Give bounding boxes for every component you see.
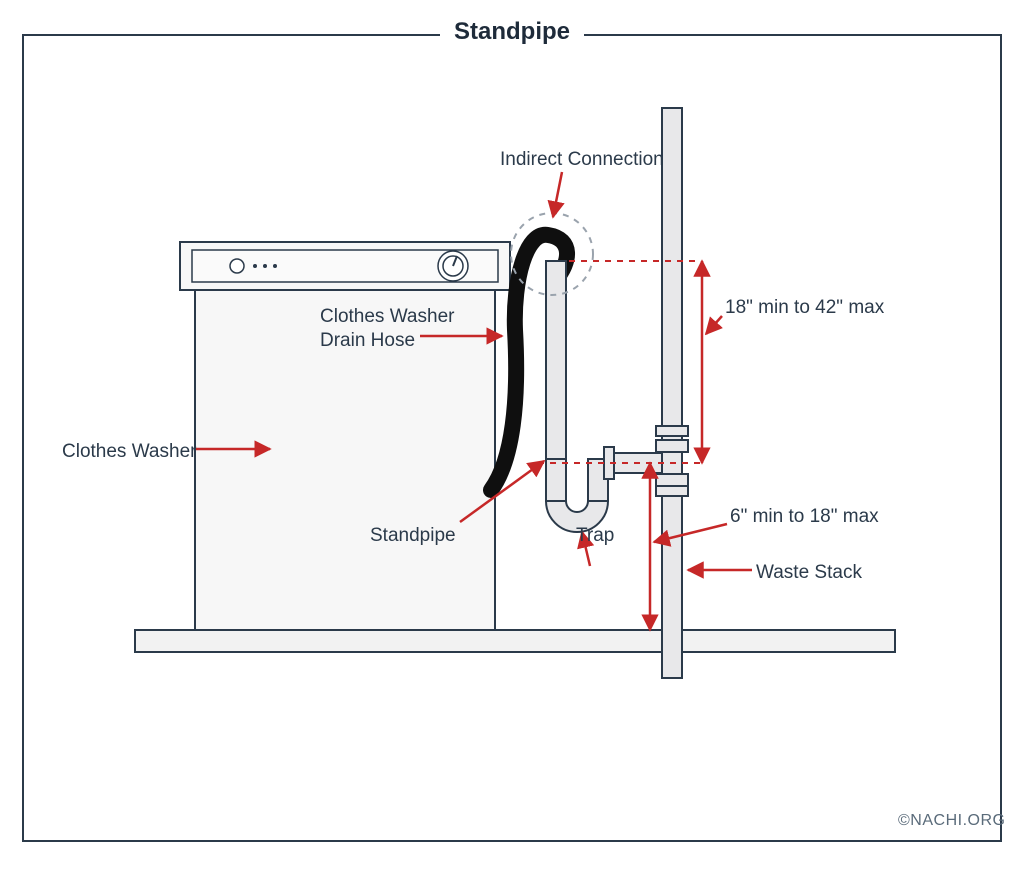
label-standpipe: Standpipe — [370, 524, 456, 548]
title-wrap: Standpipe — [0, 18, 1024, 46]
arrow-indirect-connection — [553, 172, 562, 217]
stack-coupling-upper — [656, 426, 688, 436]
floor-slab — [135, 630, 895, 652]
label-clothes-washer: Clothes Washer — [62, 440, 196, 464]
label-trap: Trap — [576, 524, 614, 548]
stack-tee-bottom — [656, 474, 688, 486]
arrow-height-upper-leader — [706, 316, 722, 334]
label-indirect-connection: Indirect Connection — [500, 148, 664, 172]
label-drain-hose-line2: Drain Hose — [320, 330, 415, 351]
label-drain-hose: Clothes Washer Drain Hose — [320, 305, 454, 353]
diagram-canvas: Standpipe Indirect Connection Clothes Wa… — [0, 0, 1024, 878]
credit-text: ©NACHI.ORG — [898, 812, 1005, 830]
diagram-svg — [0, 0, 1024, 878]
label-drain-hose-line1: Clothes Washer — [320, 306, 454, 327]
standpipe-pipe — [546, 261, 566, 459]
waste-stack-pipe — [662, 108, 682, 678]
stack-tee-top — [656, 440, 688, 452]
label-waste-stack: Waste Stack — [756, 561, 862, 585]
diagram-title: Standpipe — [440, 18, 584, 46]
stack-coupling-lower — [656, 486, 688, 496]
p-trap-down-leg — [546, 459, 566, 501]
label-height-upper: 18" min to 42" max — [725, 296, 884, 320]
label-height-lower: 6" min to 18" max — [730, 505, 879, 529]
washer-dial-small — [230, 259, 244, 273]
